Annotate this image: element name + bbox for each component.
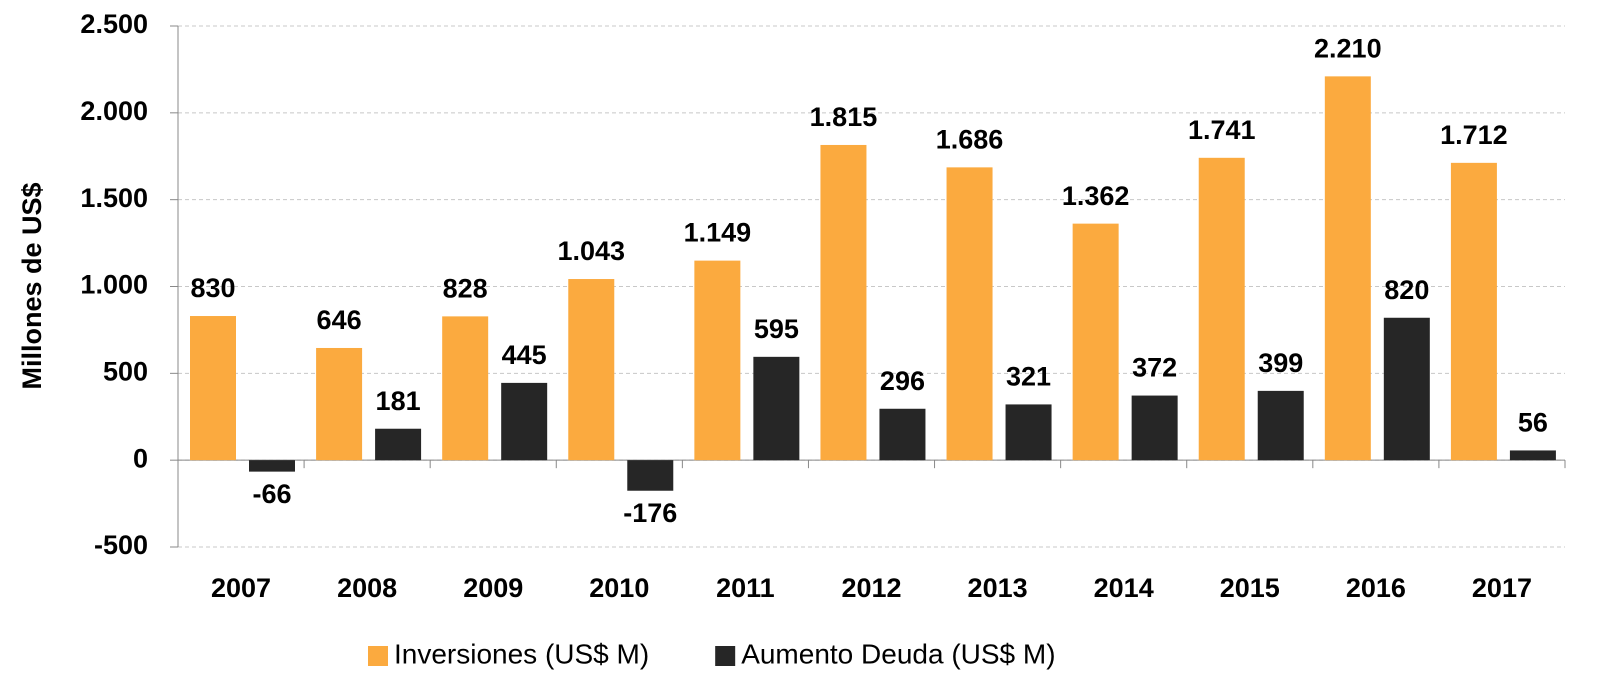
data-label: 56 [1518, 408, 1548, 438]
x-tick-label: 2011 [716, 573, 775, 603]
bar [879, 408, 926, 461]
data-label: 1.712 [1440, 120, 1508, 150]
y-tick-label: 0 [133, 443, 148, 473]
data-label: 830 [190, 273, 235, 303]
bar [190, 316, 236, 461]
legend-label: Inversiones (US$ M) [394, 638, 649, 669]
y-tick-label: 2.000 [80, 96, 148, 126]
data-label: 1.149 [684, 218, 752, 248]
x-tick-label: 2012 [841, 573, 901, 603]
bar [375, 428, 422, 461]
bar [568, 279, 615, 461]
data-label: 646 [317, 305, 362, 335]
x-tick-label: 2010 [589, 573, 649, 603]
bar [1131, 395, 1178, 461]
data-label: -66 [252, 479, 291, 509]
x-tick-label: 2015 [1220, 573, 1280, 603]
legend-label: Aumento Deuda (US$ M) [741, 638, 1055, 669]
data-label: 1.043 [557, 236, 625, 266]
bar [442, 316, 489, 461]
data-label: 2.210 [1314, 33, 1382, 63]
data-label: 828 [443, 273, 488, 303]
bar [820, 144, 867, 461]
data-label: 296 [880, 366, 925, 396]
data-label: -176 [623, 498, 677, 528]
bar [627, 460, 674, 491]
x-tick-label: 2017 [1472, 573, 1532, 603]
data-label: 1.362 [1062, 181, 1130, 211]
bar [753, 356, 800, 461]
bar [316, 347, 363, 461]
x-tick-label: 2008 [337, 573, 397, 603]
bar [501, 382, 548, 461]
bar [946, 167, 993, 461]
bar [1005, 404, 1052, 461]
y-tick-label: 1.000 [80, 270, 148, 300]
data-label: 1.686 [936, 124, 1004, 154]
data-label: 181 [376, 386, 421, 416]
bar [1383, 317, 1430, 461]
bar [1324, 76, 1371, 461]
legend-swatch [368, 646, 388, 666]
y-tick-label: -500 [94, 530, 148, 560]
data-label: 1.815 [810, 102, 878, 132]
x-tick-label: 2013 [968, 573, 1028, 603]
bar [1198, 157, 1245, 461]
data-label: 820 [1384, 275, 1429, 305]
data-label: 321 [1006, 362, 1051, 392]
legend-swatch [715, 646, 736, 666]
data-label: 595 [754, 314, 799, 344]
y-tick-label: 2.500 [80, 9, 148, 39]
y-tick-label: 500 [103, 356, 148, 386]
x-tick-label: 2016 [1346, 573, 1406, 603]
bar [1257, 390, 1304, 461]
bar [1072, 223, 1119, 461]
x-tick-label: 2014 [1094, 573, 1154, 603]
bar [249, 460, 295, 472]
y-axis-label: Millones de US$ [17, 182, 47, 389]
data-label: 1.741 [1188, 115, 1256, 145]
bar [694, 260, 741, 461]
bar [1450, 162, 1497, 461]
x-tick-label: 2009 [463, 573, 523, 603]
bar [1509, 450, 1556, 461]
data-label: 372 [1132, 353, 1177, 383]
data-label: 399 [1258, 348, 1303, 378]
x-tick-label: 2007 [211, 573, 271, 603]
data-label: 445 [502, 340, 547, 370]
y-tick-label: 1.500 [80, 183, 148, 213]
